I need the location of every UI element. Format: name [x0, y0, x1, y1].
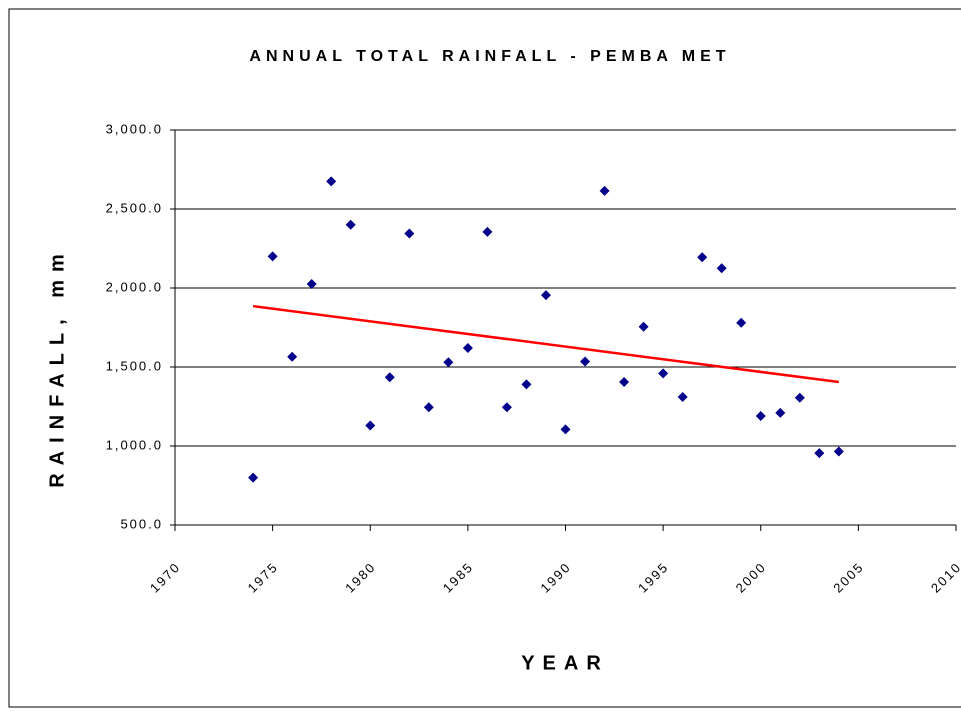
data-point	[794, 392, 805, 403]
data-point	[326, 176, 337, 187]
data-point	[580, 356, 591, 367]
y-tick-label: 2,000.0	[106, 279, 163, 294]
y-tick-label: 1,500.0	[106, 358, 163, 373]
data-point	[775, 407, 786, 418]
data-point	[267, 251, 278, 262]
data-point	[365, 420, 376, 431]
data-point	[287, 351, 298, 362]
data-point	[677, 392, 688, 403]
data-point	[345, 219, 356, 230]
y-tick-label: 500.0	[120, 516, 163, 531]
data-point	[540, 290, 551, 301]
data-point	[560, 424, 571, 435]
data-point	[814, 448, 825, 459]
data-point	[462, 343, 473, 354]
data-point	[248, 472, 259, 483]
data-point	[638, 321, 649, 332]
data-point	[521, 379, 532, 390]
data-point	[599, 185, 610, 196]
data-point	[697, 252, 708, 263]
data-point	[443, 357, 454, 368]
data-point	[482, 226, 493, 237]
data-point	[833, 446, 844, 457]
data-point	[755, 410, 766, 421]
data-point	[384, 372, 395, 383]
y-tick-label: 3,000.0	[106, 121, 163, 136]
y-tick-label: 2,500.0	[106, 200, 163, 215]
data-point	[619, 377, 630, 388]
y-axis-title: RAINFALL, mm	[46, 246, 68, 488]
data-point	[736, 317, 747, 328]
y-tick-label: 1,000.0	[106, 437, 163, 452]
data-point	[423, 402, 434, 413]
data-point	[306, 279, 317, 290]
chart-title: ANNUAL TOTAL RAINFALL - PEMBA MET	[249, 48, 730, 65]
trend-line	[252, 304, 840, 384]
data-point	[501, 402, 512, 413]
x-axis-title: YEAR	[521, 652, 609, 674]
chart-frame	[8, 8, 961, 708]
data-point	[404, 228, 415, 239]
data-point	[716, 263, 727, 274]
data-point	[658, 368, 669, 379]
